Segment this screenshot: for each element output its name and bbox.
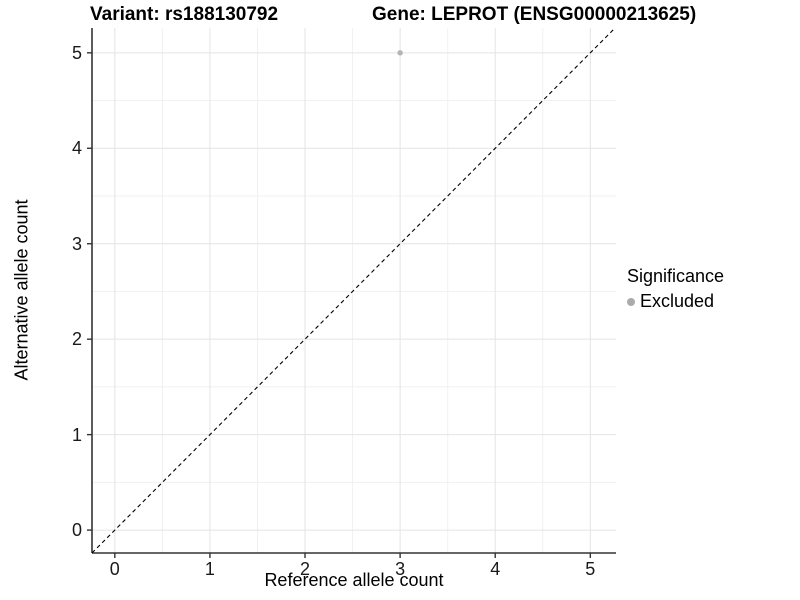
- legend-item: Excluded: [627, 291, 724, 312]
- y-tick-label: 2: [71, 329, 82, 350]
- legend-marker-circle-icon: [627, 297, 635, 306]
- legend: Significance Excluded: [627, 266, 724, 312]
- y-tick-label: 1: [71, 424, 82, 445]
- plot-title-gene: Gene: LEPROT (ENSG00000213625): [372, 4, 697, 25]
- x-tick-label: 0: [109, 559, 120, 579]
- y-tick-label: 3: [71, 233, 82, 254]
- legend-title: Significance: [627, 266, 725, 286]
- plot-title-variant: Variant: rs188130792: [90, 4, 279, 25]
- y-axis-label: Alternative allele count: [11, 199, 32, 381]
- identity-dashed-line: [91, 27, 616, 554]
- x-tick-label: 2: [300, 559, 311, 579]
- x-tick-label: 5: [585, 559, 596, 579]
- x-tick-label: 4: [490, 559, 501, 579]
- legend-item-label: Excluded: [640, 291, 715, 311]
- y-tick-label: 5: [71, 42, 82, 63]
- y-tick-label: 4: [71, 138, 82, 159]
- y-tick-label: 0: [71, 520, 82, 541]
- x-axis-label: Reference allele count: [264, 570, 444, 590]
- legend-items: Excluded: [627, 291, 724, 312]
- data-point: [397, 50, 403, 56]
- x-tick-label: 1: [204, 559, 215, 579]
- x-tick-label: 3: [395, 559, 406, 579]
